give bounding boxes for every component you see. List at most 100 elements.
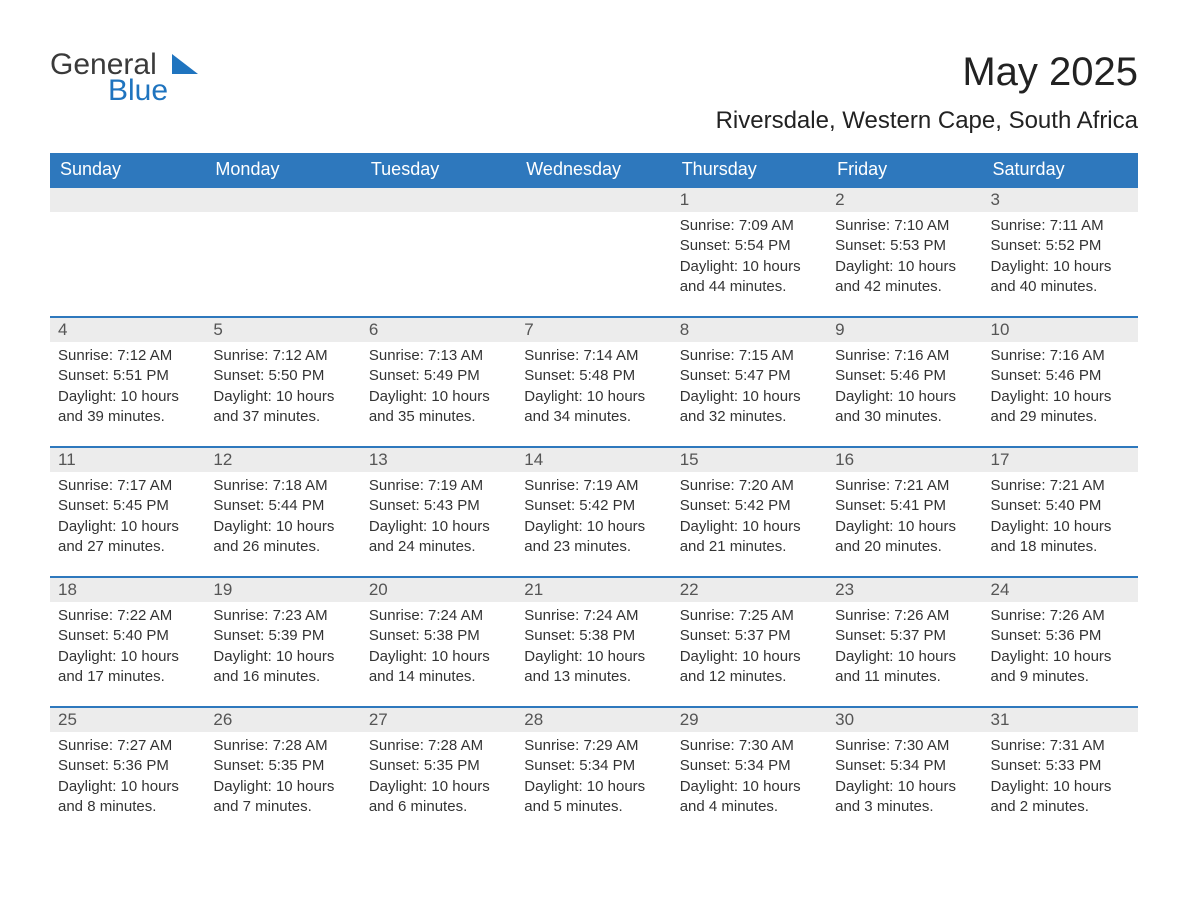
day-details: Sunrise: 7:24 AMSunset: 5:38 PMDaylight:… (516, 602, 671, 693)
sunrise-text: Sunrise: 7:16 AM (991, 346, 1130, 366)
sunset-text: Sunset: 5:54 PM (680, 236, 819, 256)
daylight-text: Daylight: 10 hours and 13 minutes. (524, 647, 663, 688)
sunset-text: Sunset: 5:53 PM (835, 236, 974, 256)
calendar-day-cell: 9Sunrise: 7:16 AMSunset: 5:46 PMDaylight… (827, 317, 982, 447)
daylight-text: Daylight: 10 hours and 27 minutes. (58, 517, 197, 558)
sunset-text: Sunset: 5:40 PM (58, 626, 197, 646)
day-number: 20 (361, 578, 516, 602)
day-details: Sunrise: 7:28 AMSunset: 5:35 PMDaylight:… (361, 732, 516, 823)
daylight-text: Daylight: 10 hours and 44 minutes. (680, 257, 819, 298)
calendar-body: 1Sunrise: 7:09 AMSunset: 5:54 PMDaylight… (50, 187, 1138, 837)
daylight-text: Daylight: 10 hours and 37 minutes. (213, 387, 352, 428)
daylight-text: Daylight: 10 hours and 11 minutes. (835, 647, 974, 688)
header: General Blue May 2025 Riversdale, Wester… (50, 50, 1138, 135)
day-details: Sunrise: 7:30 AMSunset: 5:34 PMDaylight:… (827, 732, 982, 823)
sunrise-text: Sunrise: 7:18 AM (213, 476, 352, 496)
daylight-text: Daylight: 10 hours and 30 minutes. (835, 387, 974, 428)
day-number-bar (516, 188, 671, 212)
day-details: Sunrise: 7:15 AMSunset: 5:47 PMDaylight:… (672, 342, 827, 433)
day-details: Sunrise: 7:26 AMSunset: 5:37 PMDaylight:… (827, 602, 982, 693)
sunrise-text: Sunrise: 7:24 AM (524, 606, 663, 626)
day-details: Sunrise: 7:12 AMSunset: 5:51 PMDaylight:… (50, 342, 205, 433)
daylight-text: Daylight: 10 hours and 35 minutes. (369, 387, 508, 428)
sunrise-text: Sunrise: 7:30 AM (835, 736, 974, 756)
weekday-header: Thursday (672, 153, 827, 187)
sunrise-text: Sunrise: 7:13 AM (369, 346, 508, 366)
calendar-day-cell: 12 Sunrise: 7:18 AMSunset: 5:44 PMDayligh… (205, 447, 360, 577)
daylight-text: Daylight: 10 hours and 7 minutes. (213, 777, 352, 818)
sunrise-text: Sunrise: 7:14 AM (524, 346, 663, 366)
day-number: 24 (983, 578, 1138, 602)
daylight-text: Daylight: 10 hours and 14 minutes. (369, 647, 508, 688)
sunset-text: Sunset: 5:36 PM (58, 756, 197, 776)
brand-word-2: Blue (108, 76, 168, 106)
day-number: 29 (672, 708, 827, 732)
sunrise-text: Sunrise: 7:25 AM (680, 606, 819, 626)
daylight-text: Daylight: 10 hours and 18 minutes. (991, 517, 1130, 558)
sunset-text: Sunset: 5:44 PM (213, 496, 352, 516)
daylight-text: Daylight: 10 hours and 3 minutes. (835, 777, 974, 818)
day-number: 12 (205, 448, 360, 472)
calendar-day-cell (516, 187, 671, 317)
daylight-text: Daylight: 10 hours and 16 minutes. (213, 647, 352, 688)
day-number: 13 (361, 448, 516, 472)
calendar-day-cell: 31Sunrise: 7:31 AMSunset: 5:33 PMDayligh… (983, 707, 1138, 837)
sunrise-text: Sunrise: 7:19 AM (524, 476, 663, 496)
day-details: Sunrise: 7:20 AMSunset: 5:42 PMDaylight:… (672, 472, 827, 563)
day-number-bar (50, 188, 205, 212)
calendar-day-cell: 14Sunrise: 7:19 AMSunset: 5:42 PMDayligh… (516, 447, 671, 577)
sunrise-text: Sunrise: 7:21 AM (835, 476, 974, 496)
calendar-day-cell: 6Sunrise: 7:13 AMSunset: 5:49 PMDaylight… (361, 317, 516, 447)
day-details: Sunrise: 7:21 AMSunset: 5:40 PMDaylight:… (983, 472, 1138, 563)
day-number-bar (205, 188, 360, 212)
day-number: 28 (516, 708, 671, 732)
day-details: Sunrise: 7:09 AMSunset: 5:54 PMDaylight:… (672, 212, 827, 303)
sunrise-text: Sunrise: 7:15 AM (680, 346, 819, 366)
sunrise-text: Sunrise: 7:10 AM (835, 216, 974, 236)
calendar-day-cell: 28 Sunrise: 7:29 AMSunset: 5:34 PMDayligh… (516, 707, 671, 837)
sunrise-text: Sunrise: 7:29 AM (524, 736, 663, 756)
day-number: 18 (50, 578, 205, 602)
sunset-text: Sunset: 5:34 PM (524, 756, 663, 776)
day-number: 19 (205, 578, 360, 602)
day-details: Sunrise: 7:19 AMSunset: 5:42 PMDaylight:… (516, 472, 671, 563)
day-number: 9 (827, 318, 982, 342)
day-number: 16 (827, 448, 982, 472)
daylight-text: Daylight: 10 hours and 5 minutes. (524, 777, 663, 818)
daylight-text: Daylight: 10 hours and 4 minutes. (680, 777, 819, 818)
sunrise-text: Sunrise: 7:28 AM (213, 736, 352, 756)
daylight-text: Daylight: 10 hours and 2 minutes. (991, 777, 1130, 818)
calendar-day-cell: 5Sunrise: 7:12 AMSunset: 5:50 PMDaylight… (205, 317, 360, 447)
sunset-text: Sunset: 5:46 PM (835, 366, 974, 386)
calendar-day-cell: 23Sunrise: 7:26 AMSunset: 5:37 PMDayligh… (827, 577, 982, 707)
daylight-text: Daylight: 10 hours and 29 minutes. (991, 387, 1130, 428)
day-details: Sunrise: 7:31 AMSunset: 5:33 PMDaylight:… (983, 732, 1138, 823)
day-number: 26 (205, 708, 360, 732)
sunrise-text: Sunrise: 7:24 AM (369, 606, 508, 626)
sunset-text: Sunset: 5:46 PM (991, 366, 1130, 386)
calendar-day-cell: 7Sunrise: 7:14 AMSunset: 5:48 PMDaylight… (516, 317, 671, 447)
calendar-day-cell (361, 187, 516, 317)
daylight-text: Daylight: 10 hours and 26 minutes. (213, 517, 352, 558)
daylight-text: Daylight: 10 hours and 9 minutes. (991, 647, 1130, 688)
sunrise-text: Sunrise: 7:20 AM (680, 476, 819, 496)
daylight-text: Daylight: 10 hours and 23 minutes. (524, 517, 663, 558)
sunset-text: Sunset: 5:38 PM (524, 626, 663, 646)
day-details: Sunrise: 7:24 AMSunset: 5:38 PMDaylight:… (361, 602, 516, 693)
calendar-week-row: 11Sunrise: 7:17 AMSunset: 5:45 PMDayligh… (50, 447, 1138, 577)
day-details: Sunrise: 7:22 AMSunset: 5:40 PMDaylight:… (50, 602, 205, 693)
day-details: Sunrise: 7:30 AMSunset: 5:34 PMDaylight:… (672, 732, 827, 823)
calendar-day-cell: 4Sunrise: 7:12 AMSunset: 5:51 PMDaylight… (50, 317, 205, 447)
sunset-text: Sunset: 5:42 PM (680, 496, 819, 516)
sunset-text: Sunset: 5:37 PM (835, 626, 974, 646)
day-details: Sunrise: 7:11 AMSunset: 5:52 PMDaylight:… (983, 212, 1138, 303)
daylight-text: Daylight: 10 hours and 34 minutes. (524, 387, 663, 428)
weekday-header: Saturday (983, 153, 1138, 187)
calendar-day-cell: 13Sunrise: 7:19 AMSunset: 5:43 PMDayligh… (361, 447, 516, 577)
sunset-text: Sunset: 5:48 PM (524, 366, 663, 386)
daylight-text: Daylight: 10 hours and 6 minutes. (369, 777, 508, 818)
calendar-day-cell: 11Sunrise: 7:17 AMSunset: 5:45 PMDayligh… (50, 447, 205, 577)
sunset-text: Sunset: 5:47 PM (680, 366, 819, 386)
sunset-text: Sunset: 5:37 PM (680, 626, 819, 646)
daylight-text: Daylight: 10 hours and 21 minutes. (680, 517, 819, 558)
